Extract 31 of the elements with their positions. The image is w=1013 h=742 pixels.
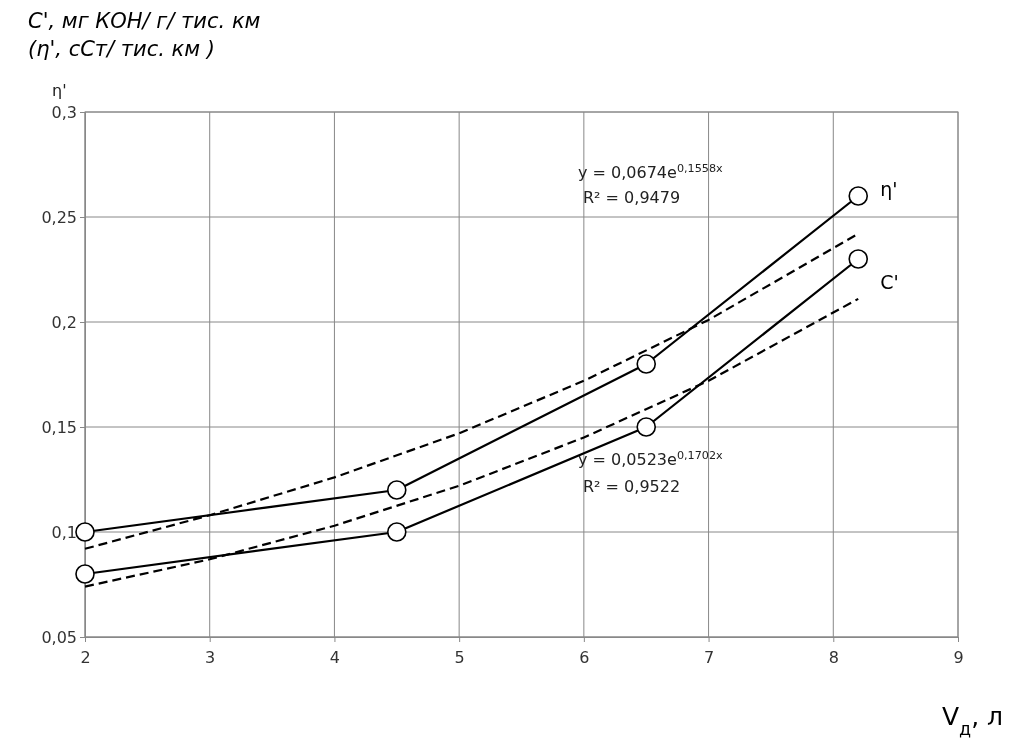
x-tick-label: 9 — [953, 647, 964, 667]
annotation: y = 0,0523e$^{0,1702x}$ — [578, 448, 724, 469]
x-tick-label: 7 — [703, 647, 715, 667]
y-tick-label: 0,15 — [41, 417, 77, 437]
x-tick-label: 3 — [205, 647, 216, 667]
point — [386, 480, 407, 500]
x-tick-label: 4 — [329, 647, 341, 667]
series-label: η' — [880, 178, 898, 200]
annotation: y = 0,0674e$^{0,1558x}$ — [578, 161, 724, 182]
annotation: R² = 0,9522 — [583, 477, 681, 496]
annotation: R² = 0,9479 — [583, 188, 681, 207]
point — [848, 186, 869, 206]
x-tick-label: 5 — [454, 647, 465, 667]
x-axis-title: V$_{д}$, л — [941, 702, 1003, 739]
x-tick-label: 2 — [80, 647, 91, 667]
point — [75, 564, 95, 584]
y-tick-label: 0,2 — [51, 312, 77, 332]
point — [636, 417, 657, 437]
y-axis-title: C', мг КОН/ г/ тис. км (η', сСт/ тис. км ) — [28, 9, 261, 61]
x-tick-label: 8 — [828, 647, 839, 667]
y-tick-label: 0,3 — [51, 102, 77, 122]
point — [636, 354, 657, 374]
point — [848, 249, 869, 269]
y-tick-label: 0,05 — [41, 627, 77, 647]
y-tick-label: 0,25 — [41, 207, 77, 227]
x-tick-label: 6 — [579, 647, 590, 667]
point — [386, 522, 407, 542]
point — [75, 522, 95, 542]
text: η' — [52, 81, 67, 100]
series-label: C' — [880, 271, 899, 293]
y-tick-label: 0,1 — [51, 522, 77, 542]
